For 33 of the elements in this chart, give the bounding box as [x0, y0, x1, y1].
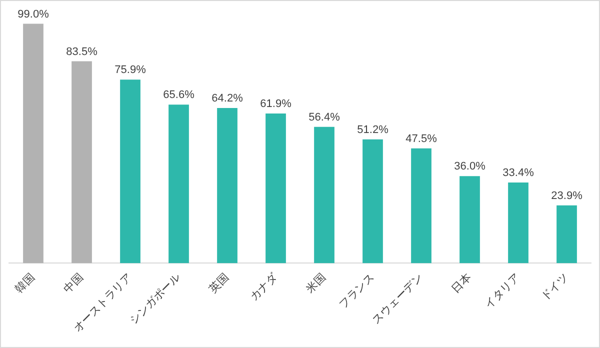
data-label: 75.9% [114, 64, 146, 76]
bar [72, 61, 92, 264]
x-tick-label: 米国 [304, 270, 328, 296]
x-tick-label: 日本 [449, 270, 474, 296]
bar [508, 182, 528, 264]
x-tick-label: ドイツ [538, 270, 571, 304]
x-tick-label: 英国 [206, 270, 232, 296]
x-tick-label: カナダ [247, 270, 281, 304]
bar [362, 139, 383, 264]
bar [120, 80, 140, 264]
bar [266, 114, 286, 264]
x-tick-label: 韓国 [12, 270, 38, 296]
data-label: 99.0% [18, 8, 50, 20]
bar [460, 176, 480, 264]
data-label: 65.6% [163, 89, 195, 102]
data-label: 23.9% [551, 190, 583, 202]
bar [314, 126, 334, 264]
data-label: 33.4% [502, 166, 534, 179]
bar [168, 104, 189, 264]
bar [556, 205, 577, 264]
data-label: 83.5% [66, 46, 98, 58]
data-label: 64.2% [212, 92, 244, 104]
bar [23, 24, 44, 264]
data-label: 51.2% [357, 124, 389, 136]
x-tick-label: シンガポール [127, 270, 183, 327]
bar [411, 148, 432, 264]
data-label: 61.9% [260, 98, 292, 110]
x-tick-label: イタリア [482, 270, 522, 312]
data-label: 56.4% [308, 111, 340, 124]
data-label: 47.5% [406, 132, 438, 145]
x-tick-label: 中国 [61, 270, 86, 296]
bar [217, 108, 238, 264]
data-label: 36.0% [454, 160, 486, 173]
